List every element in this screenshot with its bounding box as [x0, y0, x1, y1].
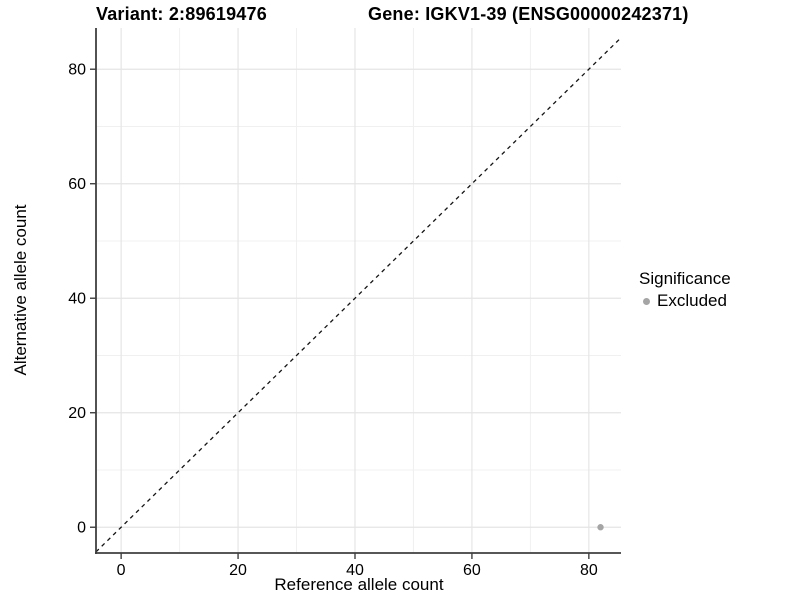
legend-item-label: Excluded: [657, 291, 727, 310]
legend-item-excluded: Excluded: [639, 291, 731, 311]
x-tick-label: 0: [117, 562, 126, 579]
x-tick-label: 80: [580, 562, 598, 579]
gene-title: Gene: IGKV1-39 (ENSG00000242371): [368, 4, 689, 24]
y-axis-title: Alternative allele count: [11, 204, 30, 376]
y-tick-label: 80: [68, 62, 86, 79]
y-tick-label: 20: [68, 405, 86, 422]
legend-point-icon: [643, 297, 650, 305]
variant-title: Variant: 2:89619476: [96, 4, 267, 24]
data-point: [597, 524, 604, 531]
y-tick-label: 0: [77, 520, 86, 537]
y-tick-label: 60: [68, 176, 86, 193]
x-axis-title: Reference allele count: [274, 575, 444, 594]
x-tick-label: 20: [229, 562, 247, 579]
legend: Significance Excluded: [639, 269, 731, 311]
x-tick-label: 60: [463, 562, 481, 579]
x-tick-label: 40: [346, 562, 364, 579]
y-tick-label: 40: [68, 291, 86, 308]
legend-title: Significance: [639, 269, 731, 288]
identity-line: [95, 37, 622, 553]
